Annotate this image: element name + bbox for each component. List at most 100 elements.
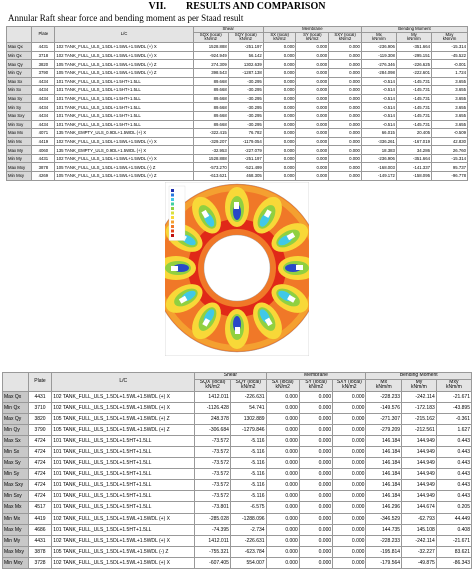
value-cell: -45.522: [430, 50, 469, 61]
plate-cell: 4724: [27, 479, 53, 492]
value-cell: 20.405: [395, 128, 432, 138]
row-label: Max My: [5, 145, 33, 155]
plate-cell: 4724: [27, 445, 53, 459]
legend-swatch: [171, 234, 174, 237]
value-cell: 144.949: [401, 434, 437, 447]
table-row: Min My 4431 102 TANK_FULL_ULS_1.5DL+1.5WL+…: [2, 534, 473, 547]
value-cell: 0.000: [298, 390, 334, 403]
column-name: SX (local): [270, 32, 289, 37]
value-cell: -145.731: [395, 110, 432, 121]
value-cell: -167.019: [395, 136, 432, 147]
header-row: Plate L/C Shear Membrane Bending Moment: [5, 25, 469, 44]
load-case-cell: 101 TANK_FULL_ULS_1.5DL+1.5HT+1.5LL: [51, 457, 196, 470]
value-cell: 0.000: [262, 50, 297, 61]
value-cell: 144.949: [401, 490, 437, 503]
table-row: Max Mxy 3878 105 TANK_FULL_ULS_1.5DL+1.5WL…: [2, 545, 473, 558]
header-row: SQX (local) kN/m2 SQY (local) kN/m2 SX (loca…: [3, 378, 473, 392]
value-cell: 0.000: [265, 490, 300, 503]
value-cell: 0.000: [298, 412, 334, 425]
value-cell: -5.116: [229, 434, 267, 447]
plate-cell: 3728: [27, 556, 53, 570]
value-cell: 0.000: [295, 119, 330, 130]
plate-cell: 4724: [27, 490, 53, 503]
value-cell: 0.000: [262, 153, 297, 164]
load-case-cell: 101 TANK_FULL_ULS_1.5DL+1.5HT+1.5LL: [51, 479, 196, 492]
value-cell: 398.543: [192, 67, 229, 78]
value-cell: -179.564: [365, 556, 403, 570]
column-name: Mxy: [445, 32, 454, 37]
value-cell: 0.408: [435, 523, 473, 536]
load-case-cell: 101 TANK_FULL_ULS_1.5DL+1.5HT+1.5LL: [51, 445, 196, 459]
value-cell: 0.000: [328, 67, 362, 78]
table-row: Max Sxy 4724 101 TANK_FULL_ULS_1.5DL+1.5HT…: [2, 479, 473, 492]
value-cell: 1.627: [435, 423, 473, 436]
column-unit: kN/m2: [205, 384, 220, 390]
value-cell: -521.499: [227, 162, 264, 173]
column-unit: kNm/m: [407, 36, 421, 42]
value-cell: 0.000: [262, 93, 297, 104]
value-cell: -251.197: [227, 42, 264, 52]
row-label: Max Sx: [5, 76, 33, 87]
row-label: Min Sx: [2, 445, 29, 459]
value-cell: -613.621: [192, 171, 229, 181]
row-label: Min Qy: [5, 67, 33, 78]
contour-legend: [168, 185, 186, 241]
column-unit: kN/m2: [239, 36, 252, 42]
value-cell: 145.108: [401, 523, 437, 536]
value-cell: 0.000: [298, 534, 334, 547]
load-case-cell: 101 TANK_FULL_ULS_1.5DL+1.5HT+1.5LL: [54, 85, 194, 95]
load-case-cell: 101 TANK_FULL_ULS_1.5DL+1.5HT+1.5LL: [51, 434, 196, 447]
plate-cell: 4724: [27, 434, 53, 447]
value-cell: 0.000: [332, 445, 367, 459]
column-unit: kNm/m: [372, 36, 386, 42]
value-cell: 0.000: [298, 423, 334, 436]
value-cell: -32.227: [401, 545, 437, 558]
value-cell: -158.095: [395, 171, 432, 181]
legend-swatch: [171, 202, 174, 206]
results-table: Plate L/C Shear Membrane Bending Moment SQX (…: [2, 372, 473, 570]
value-cell: -226.631: [229, 534, 267, 547]
load-case-cell: 102 TANK_FULL_ULS_1.5DL+1.5WL+1.5WDL (+)…: [54, 153, 194, 164]
column-header: My kNm/m: [401, 378, 437, 392]
column-name: Mxy: [449, 379, 459, 385]
value-cell: -306.684: [194, 423, 231, 436]
table-row: Max Qy 3820 105 TANK_FULL_ULS_1.5DL+1.5WL+…: [5, 59, 469, 69]
contour-lobe: [253, 196, 282, 234]
results-table: Plate L/C Shear Membrane Bending Moment SQX (…: [5, 25, 469, 181]
value-cell: 0.000: [328, 110, 362, 121]
value-cell: 1302.639: [227, 59, 264, 69]
value-cell: 0.000: [298, 545, 334, 558]
value-cell: 0.000: [332, 457, 367, 470]
row-label: Min Sy: [2, 468, 29, 481]
column-header: Mx kNm/m: [360, 31, 397, 44]
value-cell: -276.346: [360, 59, 397, 69]
table-row: Min Mx 4419 102 TANK_FULL_ULS_1.5DL+1.5WL+…: [5, 136, 469, 147]
column-header: Mxy kNm/m: [430, 31, 469, 44]
row-label: Max Mx: [5, 128, 33, 138]
row-label: Min Qx: [5, 50, 33, 61]
header-cell: [5, 25, 33, 44]
value-cell: 0.000: [262, 59, 297, 69]
value-cell: -145.731: [395, 102, 432, 112]
value-cell: -43.895: [435, 401, 473, 414]
value-cell: 0.000: [328, 102, 362, 112]
value-cell: 3.655: [430, 119, 469, 130]
value-cell: 89.668: [192, 85, 229, 95]
table-row: Min Sx 4434 101 TANK_FULL_ULS_1.5DL+1.5HT+…: [5, 85, 469, 95]
legend-swatch: [171, 225, 174, 228]
value-cell: -573.270: [192, 162, 229, 173]
plate-cell: 4434: [31, 119, 56, 130]
contour-patch: [287, 294, 296, 303]
value-cell: 89.668: [192, 119, 229, 130]
column-unit: kN/m2: [275, 384, 290, 390]
table-row: Min Qy 3790 105 TANK_FULL_ULS_1.5DL+1.5WL+…: [5, 67, 469, 78]
value-cell: 146.184: [365, 445, 403, 459]
load-case-cell: 101 TANK_FULL_ULS_1.5DL+1.5HT+1.5LL: [51, 523, 196, 536]
value-cell: 146.184: [365, 457, 403, 470]
value-cell: 0.443: [435, 434, 473, 447]
value-cell: 95.737: [430, 162, 469, 173]
value-cell: -30.295: [227, 85, 264, 95]
contour-figure: [165, 182, 309, 356]
value-cell: 0.000: [298, 434, 334, 447]
table-row: Min Qy 3790 105 TANK_FULL_ULS_1.5DL+1.5WL+…: [2, 423, 473, 436]
